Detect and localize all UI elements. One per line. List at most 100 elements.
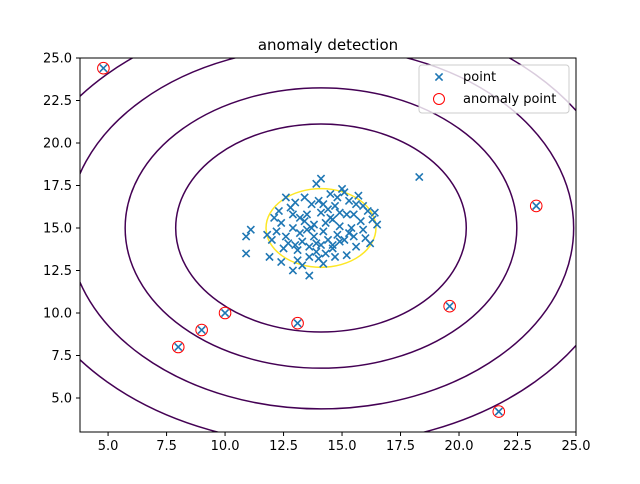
y-tick-label: 20.0 — [43, 137, 72, 152]
legend-point-marker — [434, 72, 444, 82]
data-point — [335, 208, 344, 217]
anomaly-circle — [195, 323, 208, 337]
data-point — [288, 210, 298, 219]
x-tick-label: 20.0 — [445, 439, 474, 454]
data-point — [342, 210, 351, 219]
data-point — [330, 252, 340, 262]
data-point — [277, 257, 286, 267]
data-point — [349, 210, 358, 219]
data-point — [312, 239, 321, 248]
data-point — [319, 227, 328, 236]
data-point — [272, 227, 281, 236]
anomaly-circle — [218, 306, 232, 320]
data-point — [340, 188, 349, 197]
x-tick-label: 17.5 — [386, 439, 415, 454]
data-point — [298, 237, 307, 246]
data-point — [316, 208, 326, 217]
y-tick-label: 15.0 — [43, 222, 72, 237]
anomaly-data-point — [494, 407, 503, 416]
data-point — [277, 218, 286, 228]
anomaly-layer — [97, 61, 543, 418]
x-tick-label: 5.0 — [98, 439, 119, 454]
data-point — [281, 193, 291, 202]
contour-line-3 — [124, 87, 518, 369]
data-point — [326, 189, 335, 199]
anomaly-circle — [529, 199, 543, 213]
legend: point anomaly point — [418, 64, 570, 114]
data-point — [351, 200, 361, 209]
data-point — [342, 251, 351, 260]
anomaly-data-point — [293, 319, 302, 328]
data-point — [328, 244, 337, 253]
data-point — [300, 217, 309, 226]
data-point — [356, 217, 365, 226]
data-point — [314, 196, 323, 205]
data-point — [354, 191, 363, 200]
legend-point-label: point — [463, 70, 496, 85]
data-point — [358, 225, 368, 234]
data-point — [316, 240, 326, 250]
anomaly-data-point — [174, 342, 183, 352]
data-point — [270, 213, 279, 222]
data-point — [288, 223, 298, 233]
legend-anomaly-label: anomaly point — [463, 92, 556, 107]
data-point — [415, 172, 424, 182]
data-point — [365, 239, 375, 248]
data-point — [302, 225, 312, 234]
anomaly-circle — [97, 61, 110, 75]
data-point — [284, 239, 293, 248]
data-point — [307, 200, 316, 209]
y-tick-label: 7.5 — [51, 349, 72, 364]
data-point — [241, 232, 251, 241]
x-tick-label: 12.5 — [269, 439, 298, 454]
anomaly-data-point — [220, 308, 230, 318]
data-point — [323, 235, 333, 245]
data-point — [312, 247, 321, 256]
data-point — [241, 249, 251, 258]
data-point — [358, 201, 368, 211]
data-point — [321, 218, 330, 228]
anomaly-data-point — [197, 325, 206, 335]
chart-title: anomaly detection — [258, 36, 398, 54]
data-point — [288, 266, 298, 275]
data-point — [340, 235, 349, 245]
x-tick-label: 25.0 — [562, 439, 591, 454]
x-tick-label: 7.5 — [156, 439, 177, 454]
contour-line-2 — [174, 123, 468, 333]
data-point — [305, 242, 314, 251]
data-point — [370, 208, 379, 217]
contour-line-1 — [265, 187, 377, 269]
y-tick-label: 5.0 — [51, 392, 72, 407]
data-point — [281, 232, 291, 241]
data-point — [307, 223, 316, 233]
anomaly-circle — [443, 299, 456, 313]
anomaly-data-point — [445, 302, 454, 311]
legend-anomaly-marker — [433, 93, 445, 105]
data-point — [335, 222, 344, 231]
data-point — [333, 230, 342, 239]
y-tick-label: 22.5 — [43, 94, 72, 109]
plot-frame — [79, 57, 577, 433]
data-point — [298, 261, 307, 270]
data-point — [300, 193, 309, 202]
data-point — [265, 252, 274, 262]
anomaly-data-point — [532, 201, 541, 211]
data-point — [246, 225, 255, 234]
y-tick-label: 10.0 — [43, 307, 72, 322]
data-point — [305, 252, 314, 262]
contour-lines — [80, 58, 576, 432]
data-point — [351, 242, 361, 251]
legend-box — [418, 64, 570, 114]
data-point — [344, 228, 354, 238]
data-point — [319, 259, 328, 268]
data-point — [319, 200, 328, 209]
data-point — [295, 228, 305, 238]
data-point — [372, 220, 382, 229]
y-tick-label: 17.5 — [43, 179, 72, 194]
data-point — [291, 240, 300, 250]
y-axis: 5.0 7.5 10.0 12.5 15.0 17.5 20.0 22.5 25.0 — [43, 52, 80, 407]
data-point — [335, 237, 344, 246]
data-point — [293, 245, 302, 255]
anomaly-circle — [291, 316, 304, 330]
